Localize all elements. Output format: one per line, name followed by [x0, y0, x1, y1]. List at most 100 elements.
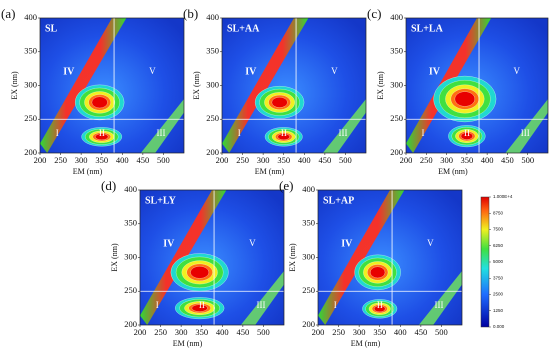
plot-area — [318, 190, 462, 325]
x-tick-label: 450 — [501, 155, 514, 165]
y-tick-label: 300 — [302, 251, 315, 261]
region-label: IV — [163, 238, 175, 249]
region-label: III — [521, 128, 530, 138]
y-tick-label: 400 — [24, 12, 37, 22]
y-tick-label: 200 — [206, 147, 219, 157]
x-tick-label: 450 — [318, 155, 331, 165]
y-tick-label: 400 — [302, 184, 315, 194]
second-order-scatter — [322, 99, 366, 153]
region-label: IV — [63, 66, 75, 77]
x-tick-label: 400 — [298, 155, 311, 165]
colorbar-tick-label: 3750 — [493, 275, 504, 280]
x-tick-label: 250 — [420, 155, 433, 165]
x-tick-label: 400 — [481, 155, 494, 165]
region-label: III — [338, 128, 347, 138]
y-tick-label: 350 — [206, 46, 219, 56]
plot-area — [406, 18, 548, 153]
y-tick-label: 300 — [390, 79, 403, 89]
panel-label: (c) — [367, 6, 381, 21]
region-label: V — [249, 238, 256, 248]
region-label: IV — [245, 66, 257, 77]
x-tick-label: 350 — [373, 327, 386, 337]
x-tick-label: 500 — [339, 155, 352, 165]
y-tick-label: 200 — [124, 319, 137, 329]
fluorescence-peak — [362, 299, 398, 319]
fluorescence-peak — [254, 85, 305, 119]
y-tick-label: 350 — [124, 218, 137, 228]
region-label: I — [334, 300, 337, 310]
x-axis-label: EM (nm) — [438, 167, 468, 176]
second-order-scatter — [505, 99, 548, 153]
region-label: II — [464, 128, 470, 138]
colorbar-tick-label: 5000 — [493, 259, 504, 264]
region-label: I — [422, 128, 425, 138]
panel-label: (d) — [101, 178, 116, 193]
colorbar-tick-label: 8750 — [493, 210, 504, 215]
y-tick-label: 200 — [390, 147, 403, 157]
region-label: III — [156, 128, 165, 138]
panel-title: SL+LY — [145, 195, 177, 206]
y-tick-label: 400 — [124, 184, 137, 194]
x-tick-label: 300 — [175, 327, 188, 337]
x-tick-label: 450 — [136, 155, 149, 165]
region-label: I — [56, 128, 59, 138]
x-tick-label: 450 — [236, 327, 249, 337]
x-axis-label: EM (nm) — [351, 339, 381, 348]
y-axis-label: EX (nm) — [376, 71, 385, 100]
x-axis-label: EM (nm) — [255, 167, 285, 176]
panel-title: SL+LA — [411, 23, 444, 34]
region-label: II — [377, 300, 383, 310]
x-tick-label: 300 — [257, 155, 270, 165]
x-tick-label: 250 — [332, 327, 345, 337]
fluorescence-peak — [448, 125, 486, 148]
y-tick-label: 350 — [390, 46, 403, 56]
x-tick-label: 300 — [440, 155, 453, 165]
y-tick-label: 250 — [302, 285, 315, 295]
colorbar-tick-label: 2500 — [493, 292, 504, 297]
x-tick-label: 300 — [75, 155, 88, 165]
y-tick-label: 300 — [24, 79, 37, 89]
x-tick-label: 400 — [116, 155, 129, 165]
colorbar-tick-label: 1.000E+4 — [493, 194, 513, 199]
y-axis-label: EX (nm) — [192, 71, 201, 100]
fluorescence-peak — [354, 254, 401, 291]
region-label: III — [434, 300, 443, 310]
plot-area — [140, 190, 284, 325]
y-tick-label: 400 — [206, 12, 219, 22]
region-label: V — [427, 238, 434, 248]
x-tick-label: 500 — [435, 327, 448, 337]
y-tick-label: 200 — [24, 147, 37, 157]
region-label: III — [256, 300, 265, 310]
panel-label: (a) — [1, 6, 15, 21]
y-tick-label: 250 — [390, 113, 403, 123]
x-tick-label: 200 — [34, 155, 47, 165]
region-label: I — [156, 300, 159, 310]
fluorescence-peak — [174, 297, 225, 320]
x-tick-label: 200 — [216, 155, 229, 165]
y-tick-label: 250 — [206, 113, 219, 123]
x-tick-label: 350 — [95, 155, 108, 165]
second-order-scatter — [240, 271, 284, 325]
y-tick-label: 250 — [124, 285, 137, 295]
panel-title: SL+AP — [323, 195, 354, 206]
region-label: V — [514, 66, 521, 76]
y-tick-label: 400 — [390, 12, 403, 22]
x-tick-label: 450 — [414, 327, 427, 337]
colorbar-tick-label: 6250 — [493, 243, 504, 248]
x-tick-label: 400 — [216, 327, 229, 337]
region-label: V — [331, 66, 338, 76]
x-tick-label: 250 — [236, 155, 249, 165]
x-tick-label: 500 — [257, 327, 270, 337]
panel-label: (b) — [183, 6, 198, 21]
y-axis-label: EX (nm) — [10, 71, 19, 100]
region-label: II — [281, 128, 287, 138]
x-axis-label: EM (nm) — [173, 339, 203, 348]
x-axis-label: EM (nm) — [73, 167, 103, 176]
y-tick-label: 350 — [24, 46, 37, 56]
fluorescence-peak — [81, 127, 123, 147]
x-tick-label: 400 — [394, 327, 407, 337]
x-tick-label: 300 — [353, 327, 366, 337]
region-label: II — [99, 128, 105, 138]
second-order-scatter — [140, 99, 184, 153]
colorbar-tick-label: 7500 — [493, 227, 504, 232]
